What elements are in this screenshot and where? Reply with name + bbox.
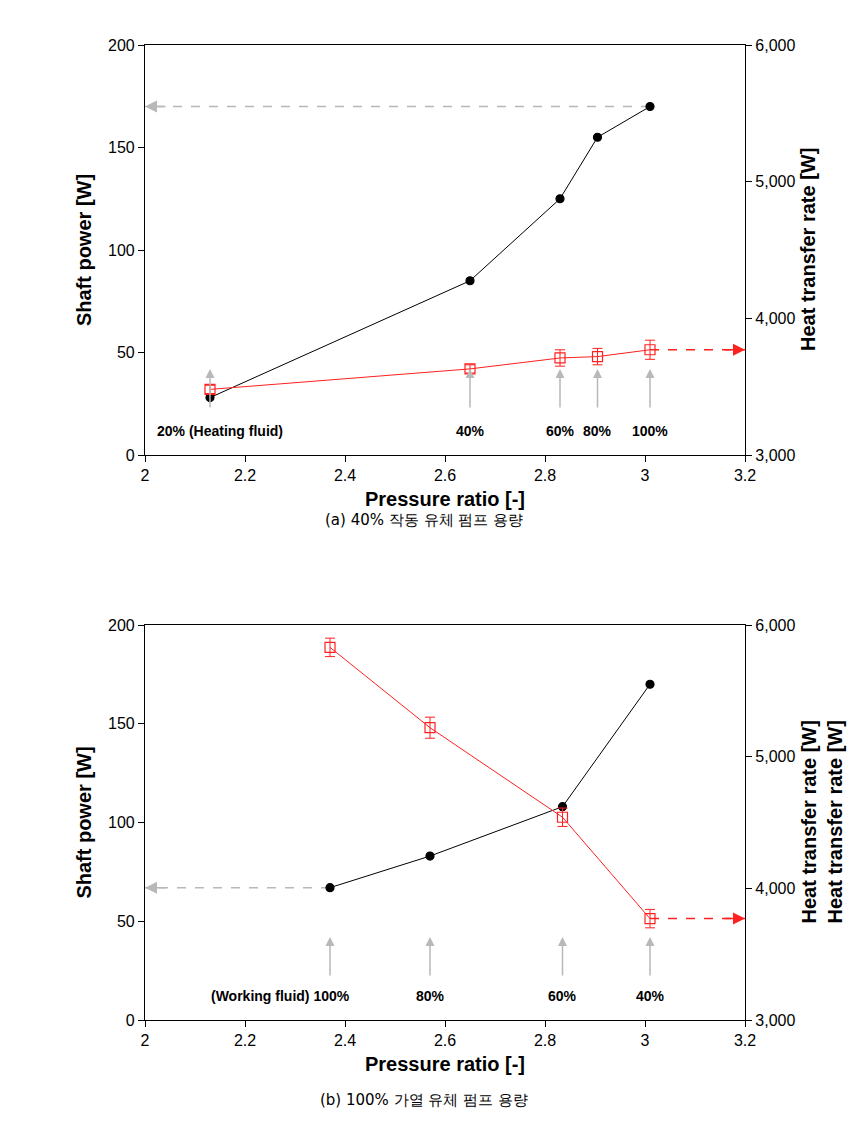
svg-text:150: 150	[108, 715, 135, 732]
svg-text:2.6: 2.6	[434, 1032, 456, 1049]
svg-text:2.8: 2.8	[534, 1032, 556, 1049]
svg-text:3,000: 3,000	[755, 1012, 795, 1029]
svg-text:40%: 40%	[636, 988, 665, 1004]
svg-text:2: 2	[141, 1032, 150, 1049]
svg-text:60%: 60%	[548, 988, 577, 1004]
svg-text:2.6: 2.6	[434, 467, 456, 484]
svg-text:2.4: 2.4	[334, 467, 356, 484]
svg-text:0: 0	[126, 1012, 135, 1029]
svg-text:200: 200	[108, 617, 135, 634]
svg-text:2.4: 2.4	[334, 1032, 356, 1049]
svg-text:80%: 80%	[583, 423, 612, 439]
svg-text:3: 3	[641, 1032, 650, 1049]
svg-text:Pressure ratio [-]: Pressure ratio [-]	[365, 488, 525, 510]
svg-text:2.2: 2.2	[234, 1032, 256, 1049]
svg-text:100%: 100%	[632, 423, 668, 439]
svg-text:3.2: 3.2	[734, 467, 756, 484]
svg-text:50: 50	[117, 913, 135, 930]
svg-text:20% (Heating fluid): 20% (Heating fluid)	[157, 423, 283, 439]
svg-text:Shaft power [W]: Shaft power [W]	[73, 746, 95, 898]
svg-text:60%: 60%	[546, 423, 575, 439]
svg-text:40%: 40%	[456, 423, 485, 439]
svg-text:4,000: 4,000	[755, 880, 795, 897]
svg-text:(Working fluid) 100%: (Working fluid) 100%	[211, 988, 350, 1004]
svg-text:Pressure ratio [-]: Pressure ratio [-]	[365, 1053, 525, 1075]
svg-text:Heat transfer rate [W]: Heat transfer rate [W]	[797, 148, 819, 351]
svg-text:80%: 80%	[416, 988, 445, 1004]
svg-text:6,000: 6,000	[755, 617, 795, 634]
svg-text:0: 0	[126, 447, 135, 464]
svg-text:4,000: 4,000	[755, 310, 795, 327]
svg-text:Heat transfer rate [W]: Heat transfer rate [W]	[824, 720, 846, 923]
svg-text:2: 2	[141, 467, 150, 484]
svg-text:100: 100	[108, 814, 135, 831]
svg-text:6,000: 6,000	[755, 37, 795, 54]
svg-text:2.8: 2.8	[534, 467, 556, 484]
svg-text:(a) 40% 작동 유체 펌프 용량: (a) 40% 작동 유체 펌프 용량	[325, 511, 523, 529]
svg-text:(b) 100% 가열 유체 펌프 용량: (b) 100% 가열 유체 펌프 용량	[320, 1091, 528, 1109]
svg-text:200: 200	[108, 37, 135, 54]
svg-text:5,000: 5,000	[755, 748, 795, 765]
svg-text:3.2: 3.2	[734, 1032, 756, 1049]
svg-text:50: 50	[117, 344, 135, 361]
svg-text:100: 100	[108, 242, 135, 259]
svg-text:3: 3	[641, 467, 650, 484]
svg-text:Shaft power [W]: Shaft power [W]	[73, 174, 95, 326]
svg-text:Heat transfer rate [W]: Heat transfer rate [W]	[798, 720, 820, 923]
svg-text:2.2: 2.2	[234, 467, 256, 484]
svg-text:3,000: 3,000	[755, 447, 795, 464]
svg-text:5,000: 5,000	[755, 173, 795, 190]
svg-text:150: 150	[108, 139, 135, 156]
